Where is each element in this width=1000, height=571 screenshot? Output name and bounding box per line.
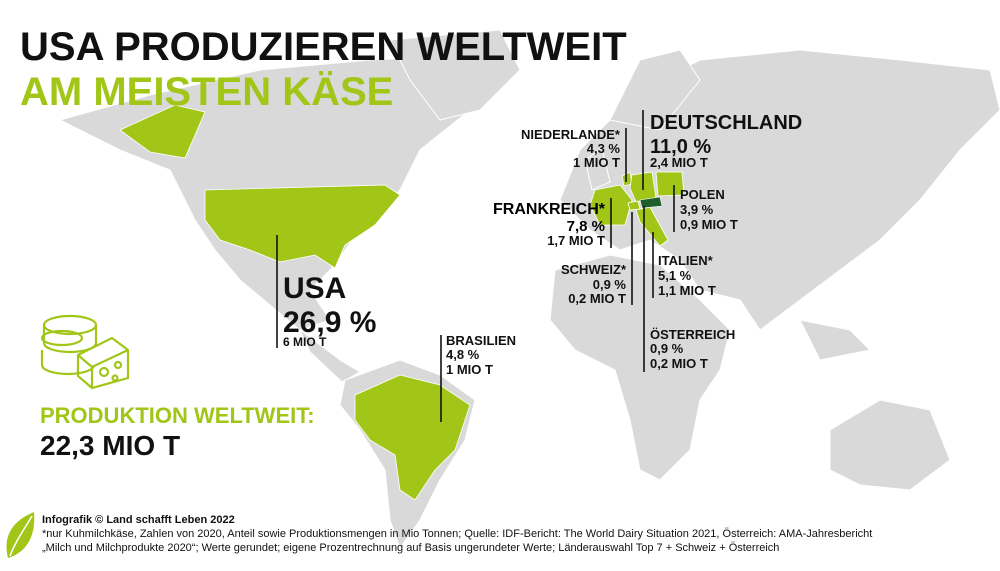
- title-line: USA PRODUZIEREN WELTWEIT: [20, 25, 627, 69]
- country-share: 3,9 %: [680, 202, 714, 217]
- logo: [6, 512, 35, 558]
- country-share: 5,1 %: [658, 268, 692, 283]
- country-name: NIEDERLANDE*: [521, 127, 621, 142]
- world-value: 22,3 MIO T: [40, 430, 180, 461]
- country-name: DEUTSCHLAND: [650, 112, 802, 134]
- footnote: „Milch und Milchprodukte 2020“; Werte ge…: [42, 542, 779, 554]
- country-share: 7,8 %: [567, 218, 605, 235]
- country-share: 4,8 %: [446, 347, 480, 362]
- country-share: 4,3 %: [587, 141, 621, 156]
- country-amount: 0,9 MIO T: [680, 217, 738, 232]
- world-label: PRODUKTION WELTWEIT:: [40, 403, 315, 428]
- country-name: ÖSTERREICH: [650, 327, 735, 342]
- country-share: 0,9 %: [593, 277, 627, 292]
- cheese-icon: [40, 314, 130, 390]
- country-name: SCHWEIZ*: [561, 262, 627, 277]
- country-name: FRANKREICH*: [493, 201, 606, 218]
- country-amount: 0,2 MIO T: [650, 356, 708, 371]
- country-name: BRASILIEN: [446, 333, 516, 348]
- country-share: 26,9 %: [283, 306, 376, 339]
- country-amount: 1,7 MIO T: [547, 233, 605, 248]
- country-name: ITALIEN*: [658, 253, 714, 268]
- country-name: POLEN: [680, 187, 725, 202]
- country-amount: 1,1 MIO T: [658, 283, 716, 298]
- country-share: 11,0 %: [650, 136, 711, 158]
- country-amount: 6 MIO T: [283, 335, 327, 349]
- country-amount: 0,2 MIO T: [568, 291, 626, 306]
- world-map: [58, 29, 1000, 550]
- footnote: *nur Kuhmilchkäse, Zahlen von 2020, Ante…: [42, 528, 872, 540]
- subtitle-line: AM MEISTEN KÄSE: [20, 70, 393, 114]
- country-name: USA: [283, 272, 346, 305]
- credit: Infografik © Land schafft Leben 2022: [42, 514, 235, 526]
- country-amount: 2,4 MIO T: [650, 155, 708, 170]
- country-share: 0,9 %: [650, 341, 684, 356]
- country-amount: 1 MIO T: [573, 155, 620, 170]
- country-amount: 1 MIO T: [446, 362, 493, 377]
